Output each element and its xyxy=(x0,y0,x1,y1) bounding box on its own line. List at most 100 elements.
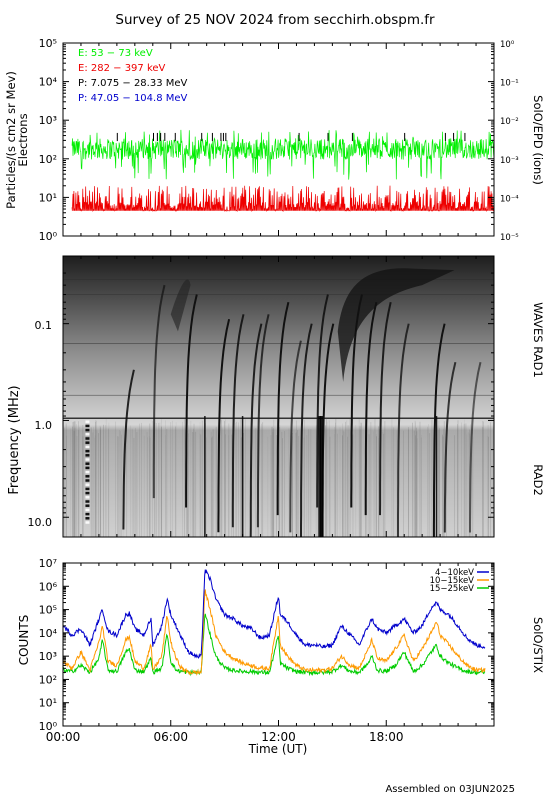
epd-legend-item: P: 7.075 − 28.33 MeV xyxy=(78,78,188,89)
waves-burst xyxy=(469,361,482,533)
waves-burst xyxy=(432,323,446,537)
stix-legend-item: 10−15keV xyxy=(430,576,475,586)
waves-speckle xyxy=(85,449,90,453)
epd-tick-label: 10⁵ xyxy=(39,37,57,50)
stix-legend-item: 15−25keV xyxy=(430,584,475,594)
stix-legend-item: 4−10keV xyxy=(435,568,474,578)
waves-plot-area xyxy=(63,268,494,537)
waves-tick-label: 0.1 xyxy=(35,319,53,332)
epd-panel: 10⁰ 10⁻⁵ 10¹ 10⁻⁴ 10² 10⁻³ 10³ 10⁻² 10⁴ 10⁻¹ 10⁵ 10… xyxy=(4,37,545,243)
stix-tick-label: 10⁷ xyxy=(39,557,57,570)
waves-burst xyxy=(231,314,245,528)
epd-legend-item: E: 53 − 73 keV xyxy=(78,48,153,59)
epd-right-tick-label: 10⁻⁵ xyxy=(500,233,519,243)
epd-axis-ticks: 10⁰ 10⁻⁵ 10¹ 10⁻⁴ 10² 10⁻³ 10³ 10⁻² 10⁴ 10⁻¹ 10⁵ 10… xyxy=(39,37,520,243)
stix-series-line xyxy=(63,569,486,659)
stix-tick-label: 10⁵ xyxy=(39,604,57,617)
time-tick-label: 18:00 xyxy=(369,730,404,744)
waves-speckle xyxy=(85,479,90,482)
waves-right-label-rad1: WAVES RAD1 xyxy=(531,302,545,378)
epd-right-tick-label: 10⁻⁴ xyxy=(500,194,519,204)
assembled-note: Assembled on 03JUN2025 xyxy=(385,784,515,795)
epd-right-tick-label: 10⁻² xyxy=(500,117,519,127)
waves-speckle xyxy=(85,521,90,524)
figure-title: Survey of 25 NOV 2024 from secchirh.obsp… xyxy=(115,12,435,28)
stix-ylabel: COUNTS xyxy=(17,615,31,666)
stix-plot-area xyxy=(63,569,486,677)
waves-speckle xyxy=(85,420,90,423)
waves-speckle xyxy=(85,458,90,461)
waves-burst xyxy=(397,323,410,537)
waves-speckle xyxy=(85,441,90,444)
waves-speckle xyxy=(85,496,90,499)
waves-burst xyxy=(217,318,231,533)
waves-speckle xyxy=(85,487,90,491)
waves-ylabel: Frequency (MHz) xyxy=(7,385,22,494)
time-tick-label: 12:00 xyxy=(261,730,296,744)
waves-burst xyxy=(122,369,135,530)
waves-speckle xyxy=(85,445,90,449)
waves-burst xyxy=(249,323,263,537)
waves-speckle xyxy=(85,424,90,428)
epd-legend-item: P: 47.05 − 104.8 MeV xyxy=(78,93,188,104)
epd-tick-label: 10² xyxy=(39,153,57,166)
waves-speckle xyxy=(85,437,90,440)
epd-right-tick-label: 10⁰ xyxy=(500,40,515,50)
stix-axis-ticks: 10⁰ 10¹ 10² 10³ 10⁴ 10⁵ 10⁶ 10⁷ xyxy=(39,557,495,733)
epd-tick-label: 10¹ xyxy=(39,191,57,204)
x-axis-label: Time (UT) xyxy=(248,742,308,756)
stix-tick-label: 10⁶ xyxy=(39,580,58,593)
waves-burst xyxy=(152,284,166,499)
epd-right-tick-label: 10⁻³ xyxy=(500,156,519,166)
waves-speckle xyxy=(85,454,90,457)
epd-tick-label: 10⁴ xyxy=(39,76,58,89)
epd-plot-area xyxy=(71,129,495,213)
waves-burst-region xyxy=(170,279,191,332)
stix-tick-label: 10³ xyxy=(39,650,57,663)
waves-speckle xyxy=(85,462,90,465)
waves-burst xyxy=(443,361,457,533)
stix-series-line xyxy=(63,589,486,676)
epd-legend-item: E: 282 − 397 keV xyxy=(78,63,166,74)
time-tick-label: 00:00 xyxy=(46,730,81,744)
waves-speckle xyxy=(85,504,90,507)
waves-axis-ticks xyxy=(62,256,495,537)
epd-right-tick-label: 10⁻¹ xyxy=(500,79,519,89)
waves-speckle xyxy=(85,470,90,474)
epd-right-label: SolO/EPD (ions) xyxy=(531,95,545,185)
waves-speckle xyxy=(85,508,90,512)
waves-burst xyxy=(185,294,198,508)
stix-tick-label: 10⁰ xyxy=(39,720,58,733)
waves-burst xyxy=(300,323,313,537)
waves-panel: 0.1 1.0 10.0 Frequency (MHz) WAVES RAD1 … xyxy=(7,255,545,538)
waves-tick-label: 10.0 xyxy=(28,516,53,529)
stix-series-line xyxy=(63,613,486,677)
stix-tick-label: 10⁴ xyxy=(39,627,58,640)
waves-speckle xyxy=(85,428,90,432)
epd-tick-label: 10⁰ xyxy=(39,230,58,243)
epd-tick-label: 10³ xyxy=(39,114,57,127)
epd-ylabel: Particles/(s cm2 sr Mev) xyxy=(4,71,18,209)
waves-speckle xyxy=(85,433,90,436)
epd-ylabel-electrons: Electrons xyxy=(16,113,30,166)
waves-speckle xyxy=(85,466,90,470)
stix-right-label: SolO/STIX xyxy=(531,617,545,673)
waves-speckle xyxy=(85,491,90,495)
waves-tick-label: 1.0 xyxy=(35,419,53,432)
waves-burst xyxy=(256,314,270,528)
waves-burst xyxy=(276,301,290,516)
epd-series-line xyxy=(71,129,495,180)
waves-speckle xyxy=(85,500,90,503)
stix-tick-label: 10¹ xyxy=(39,697,57,710)
stix-tick-label: 10² xyxy=(39,673,57,686)
epd-series-line xyxy=(71,185,495,213)
waves-speckle xyxy=(85,512,90,516)
waves-speckle xyxy=(85,483,90,486)
time-tick-label: 06:00 xyxy=(153,730,188,744)
waves-right-label-rad2: RAD2 xyxy=(531,464,545,496)
waves-speckle xyxy=(85,475,90,478)
waves-burst xyxy=(316,294,329,508)
stix-panel: 10⁰ 10¹ 10² 10³ 10⁴ 10⁵ 10⁶ 10⁷ 4−10keV 10−15ke… xyxy=(17,557,545,733)
waves-burst xyxy=(379,301,392,516)
